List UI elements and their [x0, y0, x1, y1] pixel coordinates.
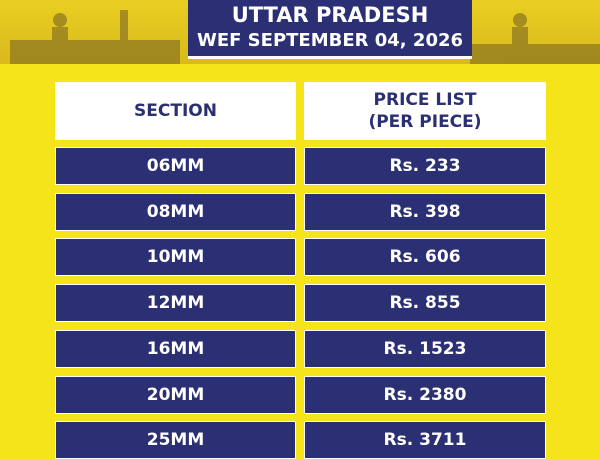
column-header: SECTION	[55, 82, 296, 140]
section-cell: 12MM	[55, 284, 296, 323]
price-cell: Rs. 606	[304, 238, 546, 277]
subtitle: WEF SEPTEMBER 04, 2026	[196, 30, 464, 51]
price-cell: Rs. 398	[304, 192, 546, 231]
title: UTTAR PRADESH	[231, 3, 429, 27]
banner-art	[10, 10, 600, 64]
section-cell: 16MM	[55, 329, 296, 368]
price-cell: Rs. 2380	[304, 375, 546, 414]
section-cell: 20MM	[55, 375, 296, 414]
price-cell: Rs. 3711	[304, 421, 546, 459]
section-cell: 10MM	[55, 238, 296, 277]
title-box: UTTAR PRADESH WEF SEPTEMBER 04, 2026	[188, 0, 472, 59]
column-header: PRICE LIST (PER PIECE)	[304, 82, 546, 140]
price-cell: Rs. 233	[304, 147, 546, 185]
section-cell: 25MM	[55, 421, 296, 459]
price-cell: Rs. 1523	[304, 329, 546, 368]
section-cell: 08MM	[55, 192, 296, 231]
section-cell: 06MM	[55, 147, 296, 185]
price-cell: Rs. 855	[304, 284, 546, 323]
